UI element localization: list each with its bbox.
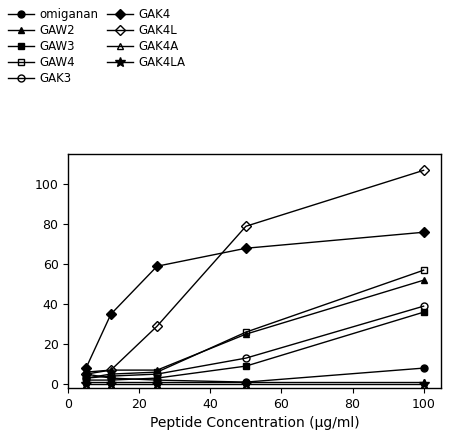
- GAK3: [83, 375, 89, 381]
- GAW4: [243, 329, 248, 335]
- GAW3: [421, 310, 426, 315]
- Line: GAK4: GAK4: [82, 229, 427, 372]
- GAK3: [108, 374, 114, 379]
- omiganan: [243, 379, 248, 385]
- GAK4LA: [154, 381, 160, 387]
- GAW4: [83, 375, 89, 381]
- Line: GAW3: GAW3: [82, 309, 427, 384]
- GAW2: [154, 367, 160, 373]
- GAK4LA: [421, 381, 426, 387]
- omiganan: [154, 377, 160, 383]
- GAW2: [243, 332, 248, 337]
- Line: omiganan: omiganan: [82, 365, 427, 385]
- GAK4: [83, 366, 89, 371]
- omiganan: [421, 366, 426, 371]
- GAK4: [154, 264, 160, 269]
- GAK3: [421, 303, 426, 309]
- GAK4: [421, 230, 426, 235]
- GAW2: [421, 277, 426, 283]
- GAK4LA: [243, 381, 248, 387]
- Legend: omiganan, GAW2, GAW3, GAW4, GAK3, GAK4, GAK4L, GAK4A, GAK4LA: omiganan, GAW2, GAW3, GAW4, GAK3, GAK4, …: [6, 6, 187, 87]
- GAK4L: [243, 224, 248, 229]
- GAK4LA: [108, 381, 114, 387]
- GAK4: [108, 311, 114, 317]
- GAW4: [108, 371, 114, 377]
- GAK3: [154, 371, 160, 377]
- GAK3: [243, 355, 248, 361]
- GAW3: [108, 377, 114, 383]
- GAK4A: [243, 379, 248, 385]
- X-axis label: Peptide Concentration (μg/ml): Peptide Concentration (μg/ml): [150, 416, 359, 430]
- GAW2: [108, 367, 114, 373]
- Line: GAK4A: GAK4A: [82, 379, 427, 385]
- Line: GAK3: GAK3: [82, 303, 427, 381]
- GAK4L: [83, 371, 89, 377]
- GAK4A: [108, 379, 114, 385]
- Line: GAK4LA: GAK4LA: [81, 379, 429, 389]
- GAK4A: [154, 379, 160, 385]
- GAK4A: [421, 379, 426, 385]
- Line: GAW2: GAW2: [82, 277, 427, 376]
- GAW4: [421, 268, 426, 273]
- Line: GAK4L: GAK4L: [82, 167, 427, 377]
- GAK4L: [421, 168, 426, 173]
- GAW3: [243, 363, 248, 369]
- GAW2: [83, 370, 89, 375]
- GAK4A: [83, 379, 89, 385]
- GAW3: [154, 375, 160, 381]
- Line: GAW4: GAW4: [82, 267, 427, 381]
- omiganan: [83, 371, 89, 377]
- GAK4: [243, 246, 248, 251]
- GAK4L: [108, 367, 114, 373]
- GAK4LA: [83, 381, 89, 387]
- GAK4L: [154, 324, 160, 329]
- omiganan: [108, 375, 114, 381]
- GAW4: [154, 370, 160, 375]
- GAW3: [83, 377, 89, 383]
